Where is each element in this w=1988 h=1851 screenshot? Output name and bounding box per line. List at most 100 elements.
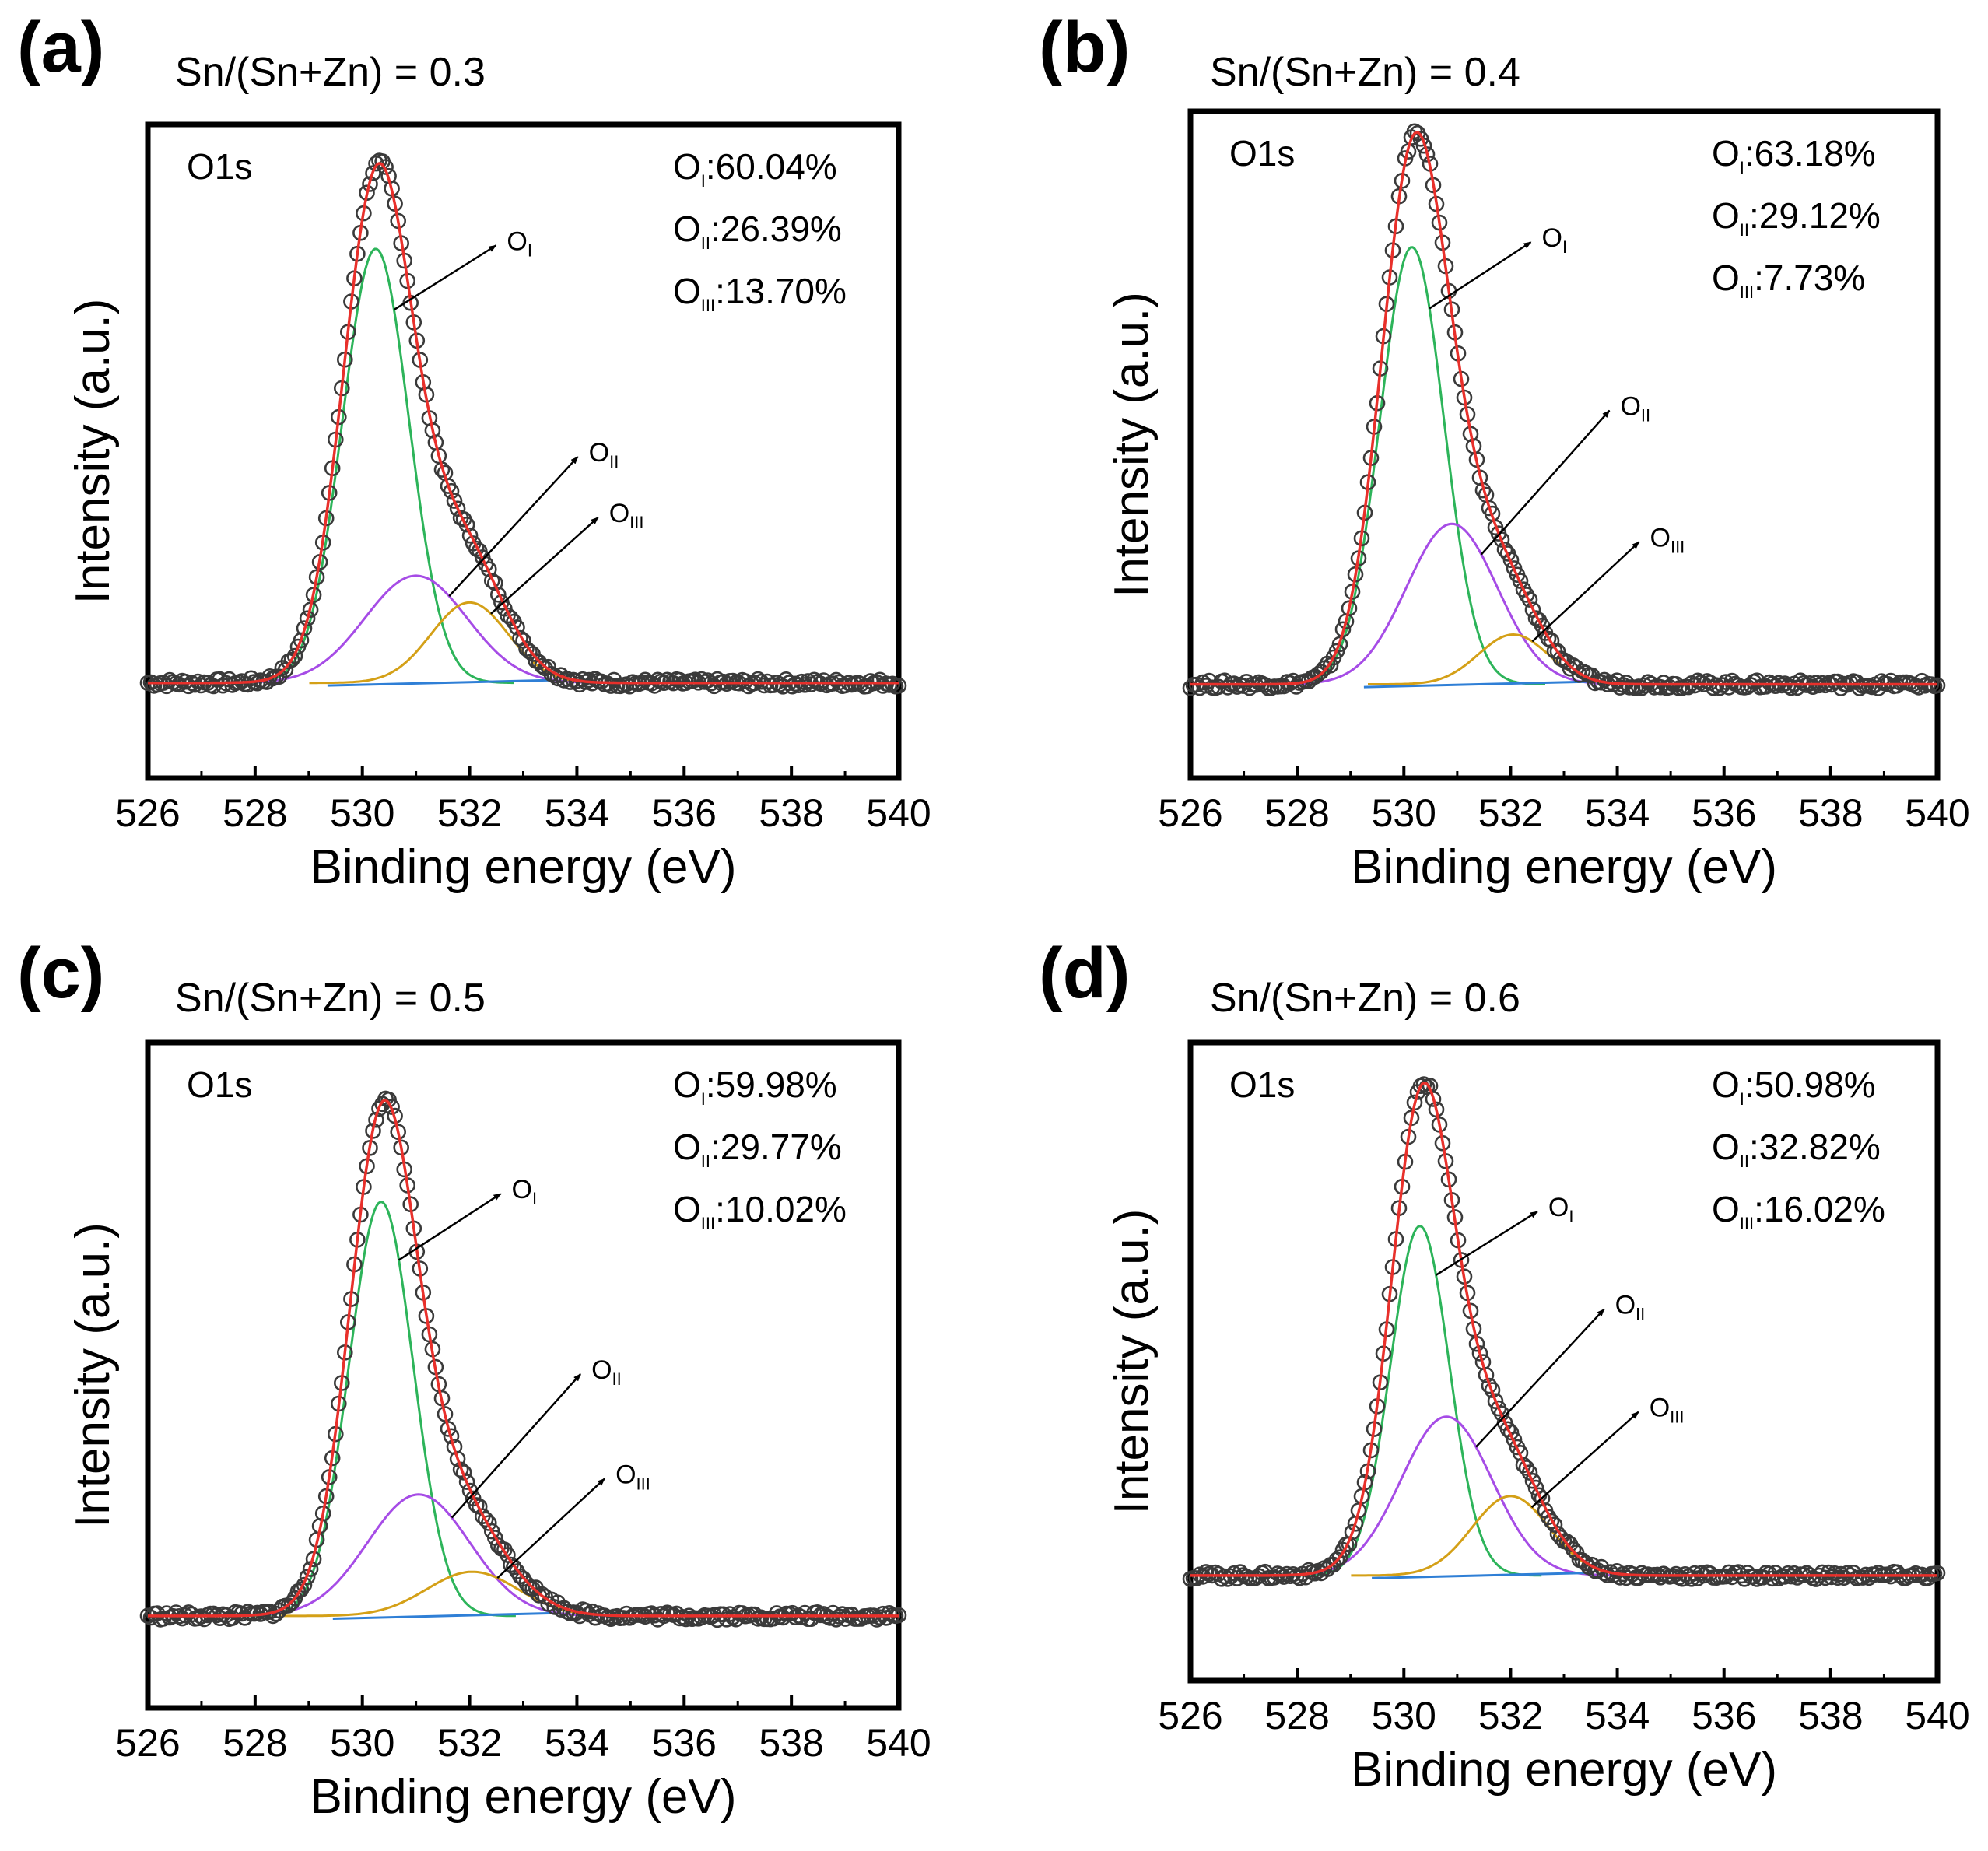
peak-label-name: O bbox=[512, 1175, 532, 1204]
data-point bbox=[693, 1609, 710, 1625]
data-point bbox=[480, 561, 497, 577]
data-point bbox=[1820, 1564, 1837, 1581]
peak-label-sub: III bbox=[1670, 1408, 1684, 1427]
region-label: O1s bbox=[1229, 1064, 1295, 1105]
data-markers bbox=[139, 152, 907, 695]
data-point bbox=[299, 610, 316, 627]
y-axis-label: Intensity (a.u.) bbox=[66, 299, 120, 605]
fraction-name: O bbox=[1712, 1127, 1740, 1167]
data-point bbox=[1571, 666, 1588, 683]
peak-label-I: OI bbox=[1541, 223, 1567, 257]
data-point bbox=[1577, 1555, 1594, 1572]
data-point bbox=[890, 677, 907, 694]
data-point bbox=[1521, 1464, 1538, 1481]
fraction-value: :29.77% bbox=[710, 1127, 842, 1167]
data-point bbox=[452, 1461, 469, 1478]
data-point bbox=[483, 573, 500, 589]
data-point bbox=[1832, 1565, 1850, 1583]
fraction-name: O bbox=[1712, 1189, 1740, 1229]
component-curve-I bbox=[237, 247, 514, 685]
annotation-arrow bbox=[490, 516, 599, 615]
data-point bbox=[181, 678, 197, 695]
data-point bbox=[1487, 1393, 1504, 1409]
peak-label-name: O bbox=[507, 226, 527, 256]
x-axis-label: Binding energy (eV) bbox=[1351, 1743, 1777, 1797]
data-point bbox=[1428, 1101, 1445, 1118]
data-point bbox=[784, 678, 801, 695]
fraction-sub: I bbox=[1740, 158, 1744, 177]
peak-label-III: OIII bbox=[1650, 1394, 1685, 1427]
data-point bbox=[443, 482, 460, 500]
data-point bbox=[509, 619, 525, 636]
data-point bbox=[380, 1092, 397, 1108]
x-tick-label: 540 bbox=[1905, 791, 1969, 835]
data-point bbox=[299, 1569, 316, 1585]
data-point bbox=[1829, 1569, 1846, 1586]
x-tick-label: 536 bbox=[1692, 791, 1756, 835]
panel-title: Sn/(Sn+Zn) = 0.3 bbox=[175, 50, 486, 95]
component-curve-I bbox=[1296, 1225, 1542, 1577]
data-point bbox=[875, 1605, 892, 1622]
data-point bbox=[1512, 1445, 1529, 1461]
x-tick-label: 532 bbox=[437, 791, 502, 835]
data-markers bbox=[1182, 123, 1946, 696]
peak-label-name: O bbox=[1541, 223, 1562, 253]
data-point bbox=[365, 165, 381, 181]
x-axis-label: Binding energy (eV) bbox=[310, 1770, 737, 1824]
peak-label-name: O bbox=[1620, 392, 1640, 422]
y-axis-label: Intensity (a.u.) bbox=[1105, 1209, 1159, 1515]
annotation-arrow bbox=[1531, 541, 1640, 643]
x-tick-label: 530 bbox=[1372, 1694, 1436, 1737]
data-point bbox=[1415, 1076, 1432, 1092]
data-point bbox=[1322, 657, 1339, 674]
data-point bbox=[1331, 636, 1348, 653]
x-tick-label: 536 bbox=[652, 1721, 717, 1765]
fraction-II: OII:29.77% bbox=[673, 1127, 842, 1171]
data-point bbox=[1807, 675, 1825, 692]
peak-label-sub: II bbox=[1641, 406, 1650, 426]
fraction-sub: III bbox=[701, 1214, 715, 1233]
component-curve-I bbox=[1278, 246, 1546, 685]
data-point bbox=[1344, 1523, 1361, 1541]
data-point bbox=[791, 677, 807, 694]
data-point bbox=[871, 1609, 889, 1625]
data-point bbox=[1767, 678, 1784, 695]
peak-label-name: O bbox=[609, 499, 629, 528]
peak-label-name: O bbox=[1650, 1394, 1670, 1423]
component-curve-III bbox=[309, 601, 630, 685]
peak-label-sub: I bbox=[1569, 1207, 1573, 1226]
x-tick-label: 538 bbox=[1798, 1694, 1863, 1737]
x-tick-label: 530 bbox=[330, 791, 394, 835]
data-point bbox=[1543, 1513, 1560, 1530]
peak-label-sub: III bbox=[629, 513, 643, 532]
peak-label-III: OIII bbox=[615, 1460, 650, 1493]
fraction-value: :7.73% bbox=[1754, 258, 1865, 298]
fraction-name: O bbox=[673, 1189, 701, 1229]
annotation-arrow bbox=[393, 244, 497, 311]
region-label: O1s bbox=[187, 1064, 252, 1105]
annotation-arrow bbox=[451, 1373, 582, 1519]
fraction-value: :32.82% bbox=[1749, 1127, 1881, 1167]
panel-label: (b) bbox=[1039, 8, 1130, 87]
data-point bbox=[500, 1547, 516, 1563]
peak-label-sub: II bbox=[609, 452, 619, 472]
fraction-value: :59.98% bbox=[706, 1064, 837, 1105]
fraction-name: O bbox=[1712, 195, 1740, 236]
x-tick-label: 530 bbox=[330, 1721, 394, 1765]
peak-label-sub: II bbox=[1636, 1305, 1645, 1324]
panel-label: (a) bbox=[17, 8, 104, 87]
x-tick-label: 526 bbox=[115, 791, 180, 835]
x-tick-label: 532 bbox=[1478, 1694, 1543, 1737]
fraction-III: OIII:10.02% bbox=[673, 1189, 847, 1233]
data-point bbox=[1425, 1091, 1442, 1107]
data-point bbox=[1786, 1565, 1803, 1582]
annotation-arrow bbox=[1530, 1411, 1639, 1509]
data-point bbox=[455, 1464, 472, 1481]
data-point bbox=[384, 1099, 400, 1115]
peak-label-II: OII bbox=[591, 1355, 622, 1389]
component-curve-II bbox=[202, 574, 629, 685]
chart-panel-c: (c) Sn/(Sn+Zn) = 0.5 526 528 530 532 534 536 538… bbox=[17, 934, 931, 1824]
x-tick-label: 526 bbox=[1158, 1694, 1222, 1737]
fraction-sub: III bbox=[1740, 282, 1754, 302]
chart-panel-b: (b) Sn/(Sn+Zn) = 0.4 526 528 530 532 534 536 538… bbox=[1039, 8, 1970, 894]
